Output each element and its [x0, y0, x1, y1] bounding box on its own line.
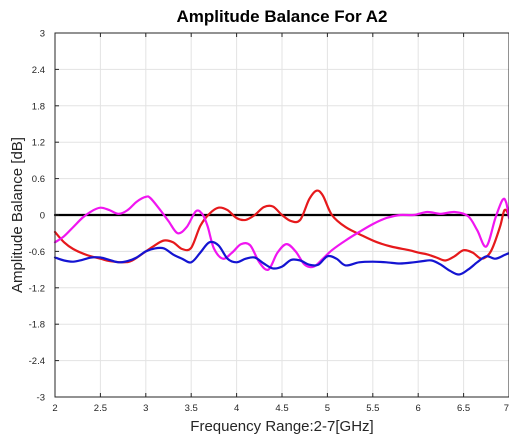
- y-axis-label: Amplitude Balance [dB]: [9, 137, 26, 293]
- x-tick-label: 7: [504, 403, 509, 414]
- magenta-series-line: [53, 195, 509, 271]
- x-tick-label: 6.5: [457, 403, 470, 414]
- x-tick-label: 2: [52, 403, 57, 414]
- y-axis-ticks: 3 2.4 1.8 1.2 0.6 0 -0.6 -1.2 -1.8 -2.4 -3: [29, 29, 59, 404]
- x-tick-label: 5.5: [366, 403, 379, 414]
- y-tick-label: 1.2: [32, 138, 45, 149]
- y-tick-label: 0: [40, 211, 45, 222]
- x-tick-label: 4: [234, 403, 239, 414]
- x-tick-label: 3.5: [185, 403, 198, 414]
- blue-series-line: [53, 240, 509, 276]
- y-tick-label: -3: [37, 393, 45, 404]
- y-tick-label: -1.2: [29, 283, 45, 294]
- x-tick-label: 6: [416, 403, 421, 414]
- y-tick-label: 1.8: [32, 101, 45, 112]
- x-tick-label: 2.5: [94, 403, 107, 414]
- y-tick-label: 0.6: [32, 174, 45, 185]
- x-tick-label: 3: [143, 403, 148, 414]
- y-tick-label: -2.4: [29, 356, 45, 367]
- x-axis-label: Frequency Range:2-7[GHz]: [190, 418, 373, 435]
- y-tick-label: 3: [40, 29, 45, 40]
- x-tick-label: 5: [325, 403, 330, 414]
- x-axis-ticks: 2 2.5 3 3.5 4 4.5 5 5.5 6 6.5 7: [52, 33, 509, 414]
- y-tick-label: 2.4: [32, 65, 45, 76]
- y-tick-label: -0.6: [29, 247, 45, 258]
- x-tick-label: 4.5: [275, 403, 288, 414]
- chart-title: Amplitude Balance For A2: [177, 7, 388, 26]
- series-layer: [53, 189, 509, 276]
- y-tick-label: -1.8: [29, 320, 45, 331]
